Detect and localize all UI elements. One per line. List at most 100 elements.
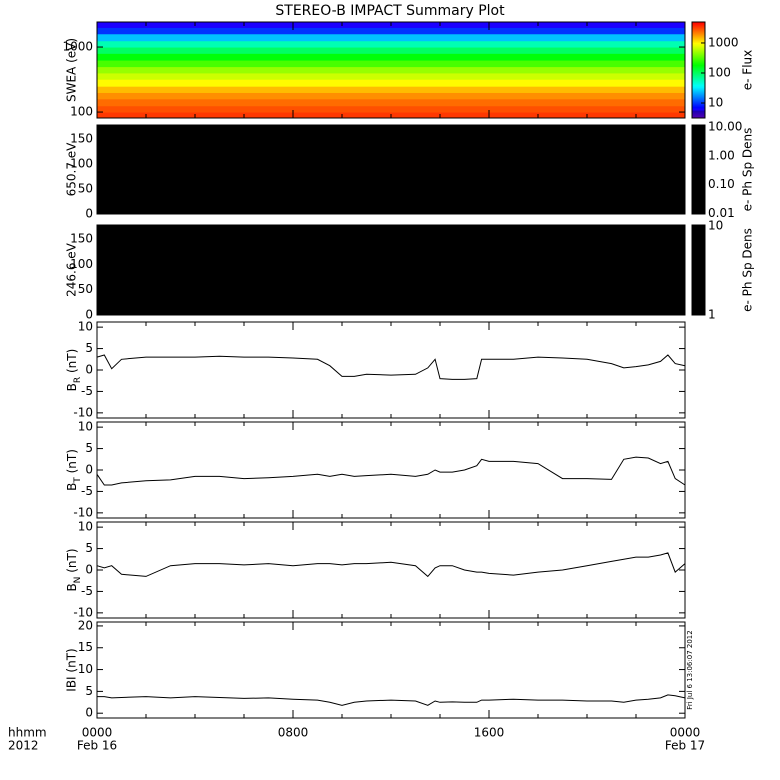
- y-axis-label-part: (nT): [65, 548, 79, 576]
- y-axis-label: BT (nT): [65, 449, 83, 491]
- data-line: [97, 694, 686, 706]
- colorbar-label: e- Ph Sp Dens: [741, 128, 755, 212]
- colorbar-step: [692, 84, 705, 87]
- colorbar-tick-label: 100: [708, 65, 731, 79]
- y-tick-label: 0: [85, 308, 93, 322]
- spectrogram-cell: [97, 33, 685, 42]
- colorbar-step: [692, 24, 705, 27]
- colorbar-step: [692, 58, 705, 61]
- colorbar-step: [692, 106, 705, 109]
- panel-frame: [96, 521, 686, 619]
- spectrogram-cell: [97, 53, 685, 61]
- y-axis-label: BN (nT): [65, 548, 83, 591]
- y-axis-label: SWEA (eV): [65, 38, 79, 102]
- y-tick-label: -5: [81, 484, 93, 498]
- colorbar-label: e- Ph Sp Dens: [741, 228, 755, 312]
- colorbar-step: [692, 64, 705, 67]
- colorbar-tick-label: 1: [708, 308, 716, 322]
- colorbar-step: [692, 86, 705, 89]
- colorbar-label: e- Flux: [741, 50, 755, 90]
- colorbar-frame: [691, 224, 706, 316]
- panel-frame: [96, 421, 686, 519]
- spectrogram-cell: [97, 40, 685, 48]
- y-axis-label-part: (nT): [65, 349, 79, 377]
- x-tick-label: 0800: [278, 726, 309, 740]
- colorbar-step: [692, 42, 705, 45]
- colorbar-frame: [691, 124, 706, 215]
- x-axis-title: hhmm: [8, 726, 47, 740]
- spectrogram-cell: [97, 66, 685, 74]
- colorbar-tick-label: 1000: [708, 35, 739, 49]
- colorbar-step: [692, 46, 705, 49]
- colorbar-tick-label: 10.00: [708, 119, 742, 133]
- colorbar-step: [692, 98, 705, 101]
- colorbar-step: [692, 28, 705, 31]
- y-axis-label-part: R: [73, 377, 83, 383]
- y-tick-label: 10: [78, 420, 93, 434]
- y-axis-label-part: B: [65, 583, 79, 591]
- colorbar-step: [692, 108, 705, 111]
- spectrogram-cell: [97, 72, 685, 80]
- y-axis-label-part: B: [65, 383, 79, 391]
- empty-spectrogram: [97, 225, 685, 315]
- colorbar-step: [692, 110, 705, 113]
- colorbar-step: [692, 104, 705, 107]
- y-tick-label: 50: [78, 282, 93, 296]
- spectrogram-cell: [97, 79, 685, 87]
- y-tick-label: 0: [85, 706, 93, 720]
- colorbar-tick-label: 1.00: [708, 148, 735, 162]
- y-axis-label: 246.6 eV: [65, 242, 79, 297]
- colorbar-step: [692, 44, 705, 47]
- colorbar-step: [692, 48, 705, 51]
- colorbar-step: [692, 50, 705, 53]
- y-tick-label: 5: [85, 541, 93, 555]
- data-line: [96, 354, 686, 380]
- x-date-label: Feb 16: [77, 739, 117, 753]
- plot-title: STEREO-B IMPACT Summary Plot: [275, 3, 505, 19]
- y-tick-label: 100: [70, 157, 93, 171]
- colorbar-step: [692, 34, 705, 37]
- data-line: [96, 456, 686, 486]
- y-tick-label: 5: [85, 341, 93, 355]
- colorbar-step: [692, 72, 705, 75]
- y-tick-label: -10: [73, 605, 93, 619]
- spectrogram-cell: [97, 47, 685, 54]
- y-axis-label: BR (nT): [65, 349, 83, 392]
- y-tick-label: 0: [85, 363, 93, 377]
- spectrogram-cell: [97, 27, 685, 35]
- y-tick-label: 5: [85, 684, 93, 698]
- colorbar-step: [692, 116, 705, 119]
- y-tick-label: 100: [70, 257, 93, 271]
- y-axis-label: 650.7 eV: [65, 142, 79, 197]
- colorbar-step: [692, 92, 705, 95]
- colorbar-tick-label: 0.10: [708, 177, 735, 191]
- colorbar-step: [692, 112, 705, 115]
- colorbar-step: [692, 80, 705, 83]
- colorbar-step: [692, 60, 705, 63]
- data-line: [96, 552, 686, 578]
- y-axis-label-part: (nT): [65, 449, 79, 477]
- colorbar-step: [692, 82, 705, 85]
- spectrogram-cell: [97, 105, 685, 113]
- y-tick-label: 150: [70, 132, 93, 146]
- colorbar-step: [692, 26, 705, 29]
- y-tick-label: -10: [73, 405, 93, 419]
- colorbar-tick-label: 10: [708, 219, 723, 233]
- spectrogram-cell: [97, 98, 685, 107]
- empty-spectrogram: [97, 125, 685, 214]
- panel-frame: [96, 321, 686, 419]
- y-axis-label-part: N: [73, 577, 83, 584]
- x-axis-title: 2012: [8, 739, 39, 753]
- y-tick-label: 150: [70, 232, 93, 246]
- colorbar-step: [692, 90, 705, 93]
- x-tick-label: 0000: [82, 726, 113, 740]
- x-tick-label: 0000: [670, 726, 701, 740]
- y-axis-label-part: B: [65, 483, 79, 491]
- colorbar-step: [692, 68, 705, 71]
- colorbar-step: [692, 100, 705, 103]
- panel-frame: [96, 621, 686, 719]
- y-tick-label: -5: [81, 384, 93, 398]
- spectrogram-cell: [97, 60, 685, 68]
- y-tick-label: 1000: [62, 40, 93, 54]
- y-tick-label: 10: [78, 520, 93, 534]
